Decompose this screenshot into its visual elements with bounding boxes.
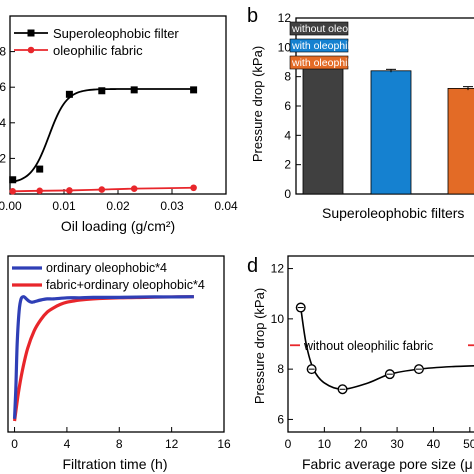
panel-c-x-axis-label: Filtration time (h) — [62, 456, 167, 472]
panel-b-x-axis-label: Superoleophobic filters — [322, 205, 464, 221]
panel-b-legend-swatch — [289, 38, 349, 53]
panel-b-letter: b — [247, 5, 258, 27]
panel-b-y-axis-label: Pressure drop (kPa) — [250, 46, 265, 162]
panel-a-x-tick-label: 0.03 — [160, 199, 184, 213]
panel-d-y-tick-label: 8 — [277, 362, 284, 376]
panel-b-y-tick-label: 0 — [284, 187, 291, 201]
panel-b-bar — [447, 88, 474, 195]
panel-c-chart: 0 4 8 12 16 ordinary oleophobic*4 fabric+ordi… — [7, 255, 231, 472]
panel-a-y-tick-label: 8 — [0, 45, 6, 59]
panel-d-x-tick-label: 0 — [285, 437, 292, 451]
panel-b-bar — [370, 70, 412, 195]
panel-a-x-tick-label: 0.01 — [52, 199, 76, 213]
panel-a-x-axis-label: Oil loading (g/cm²) — [61, 218, 175, 234]
panel-c-x-tick-label: 0 — [11, 437, 18, 451]
panel-a-y-tick-label: 4 — [0, 116, 6, 130]
panel-a-fit-curve — [12, 88, 194, 193]
panel-a-red-point — [9, 188, 16, 195]
panel-c-red-line — [12, 295, 194, 422]
panel-b-legend-label: with oleophilic fabric (not close) — [291, 40, 438, 52]
panel-a-red-point — [130, 185, 138, 192]
panel-c-x-ticks: 0 4 8 12 16 — [11, 427, 231, 451]
panel-d-y-axis-label: Pressure drop (kPa) — [252, 288, 267, 404]
panel-d-x-tick-label: 50 — [463, 437, 474, 451]
panel-b-bar — [302, 64, 344, 195]
panel-a-legend-label: oleophilic fabric — [53, 43, 143, 58]
panel-a-y-ticks: 2 4 6 8 — [0, 45, 15, 195]
panel-d-reference-label: without oleophilic fabric — [303, 339, 433, 353]
panel-b-legend: without oleophilic fabric with oleophilic… — [289, 21, 438, 70]
panel-a-black-point — [9, 176, 17, 184]
panel-a-points — [9, 86, 198, 195]
panel-a-chart: 2 4 6 8 0.00 0.01 0.02 0.03 0.04 Superoleophobi… — [0, 15, 238, 234]
panel-d-reference-line: without oleophilic fabric — [290, 339, 474, 353]
panel-a-black-point — [130, 86, 138, 94]
panel-b-y-ticks: 0 2 4 6 8 10 12 — [278, 11, 301, 201]
panel-a-y-tick-label: 2 — [0, 151, 6, 165]
panel-c-blue-line — [12, 295, 194, 419]
panel-a-legend-label: Superoleophobic filter — [53, 26, 179, 41]
panel-a-x-ticks: 0.00 0.01 0.02 0.03 0.04 — [0, 189, 238, 213]
panel-d-y-tick-label: 12 — [271, 262, 285, 276]
panel-c-x-tick-label: 12 — [165, 437, 179, 451]
panel-a-legend-marker — [27, 29, 35, 37]
panel-c-x-tick-label: 16 — [217, 437, 231, 451]
panel-b-legend-label: with oleophilic fabric (close) — [291, 57, 420, 69]
panel-a-black-point — [190, 86, 198, 94]
panel-a-red-point — [66, 187, 73, 194]
panel-a-legend-marker — [27, 46, 35, 54]
panel-a-legend: Superoleophobic filter oleophilic fabric — [14, 26, 179, 58]
panel-a-x-tick-label: 0.04 — [214, 199, 238, 213]
panel-c-x-tick-label: 4 — [64, 437, 71, 451]
panel-b-y-tick-label: 2 — [284, 158, 291, 172]
panel-b-y-tick-label: 12 — [278, 11, 292, 25]
panel-a-black-point — [36, 165, 44, 173]
panel-c-legend: ordinary oleophobic*4 fabric+ordinary ole… — [12, 261, 205, 292]
panel-c-x-tick-label: 8 — [116, 437, 123, 451]
panel-d-chart: 6 8 10 12 0 10 20 30 40 50 without oleophilic fa… — [247, 255, 474, 472]
panel-b-legend-swatch — [289, 21, 349, 36]
panel-a-red-point — [190, 184, 197, 192]
panel-a-red-point — [36, 187, 43, 195]
panel-b-y-tick-label: 8 — [284, 70, 291, 84]
panel-d-y-tick-label: 6 — [277, 412, 284, 426]
panel-b-legend-label: without oleophilic fabric — [291, 23, 401, 35]
panel-d-x-ticks: 0 10 20 30 40 50 — [285, 427, 474, 451]
panel-d-x-tick-label: 30 — [390, 437, 404, 451]
panel-d-x-tick-label: 10 — [318, 437, 332, 451]
panel-a-red-point — [98, 186, 106, 193]
panel-b-chart: 0 2 4 6 8 10 12 without oleophilic fabric with … — [247, 5, 474, 221]
panel-d-x-tick-label: 20 — [354, 437, 368, 451]
panel-d-fit-line — [299, 307, 474, 391]
panel-c-legend-label: ordinary oleophobic*4 — [46, 261, 167, 275]
panel-b-bars — [302, 62, 474, 195]
panel-b-y-tick-label: 4 — [284, 128, 291, 142]
panel-d-fit-curve — [299, 307, 474, 391]
panel-b-legend-swatch — [289, 55, 349, 70]
panel-c-lines — [12, 295, 194, 422]
panel-c-plot-frame — [7, 255, 225, 433]
panel-d-plot-frame — [287, 255, 474, 433]
panel-d-y-ticks: 6 8 10 12 — [271, 262, 293, 426]
panel-a-black-point — [65, 90, 73, 98]
panel-d-x-tick-label: 40 — [427, 437, 441, 451]
panel-b-y-tick-label: 10 — [278, 40, 292, 54]
panel-d-x-axis-label: Fabric average pore size (μ — [302, 456, 473, 472]
panel-d-y-tick-label: 10 — [271, 312, 285, 326]
panel-a-black-point — [98, 87, 106, 95]
panel-a-y-tick-label: 6 — [0, 80, 6, 94]
panel-a-x-tick-label: 0.02 — [106, 199, 130, 213]
panel-c-legend-label: fabric+ordinary oleophobic*4 — [46, 278, 205, 292]
panel-a-x-tick-label: 0.00 — [0, 199, 22, 213]
panel-d-letter: d — [247, 255, 258, 277]
panel-d-points — [295, 302, 424, 395]
panel-b-y-tick-label: 6 — [284, 99, 291, 113]
